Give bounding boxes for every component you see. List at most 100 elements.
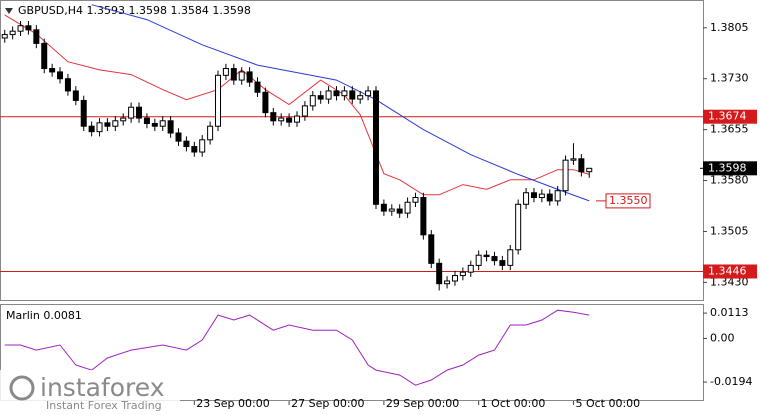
candle-body bbox=[9, 30, 16, 36]
candle-body bbox=[57, 71, 64, 80]
x-tick-label: 29 Sep 00:00 bbox=[386, 397, 459, 410]
indicator-title: Marlin 0.0081 bbox=[6, 309, 82, 322]
candle-body bbox=[459, 271, 466, 277]
candle-body bbox=[262, 91, 269, 114]
logo-tagline: Instant Forex Trading bbox=[46, 399, 162, 412]
candle-body bbox=[404, 201, 411, 214]
candle-body bbox=[88, 125, 95, 133]
candle-body bbox=[372, 90, 379, 205]
x-tick-label: 27 Sep 00:00 bbox=[291, 397, 364, 410]
indicator-line bbox=[4, 309, 590, 386]
candle-body bbox=[222, 68, 229, 76]
logo-name: instaforex bbox=[40, 373, 165, 402]
y-tick-label: 1.3655 bbox=[710, 123, 749, 136]
candle-body bbox=[309, 95, 316, 107]
candle-body bbox=[578, 158, 585, 173]
candle-body bbox=[530, 192, 537, 198]
candle-body bbox=[230, 68, 237, 81]
candle-body bbox=[270, 112, 277, 122]
candle-body bbox=[112, 120, 119, 127]
candle-body bbox=[96, 122, 103, 133]
candle-body bbox=[167, 120, 174, 134]
candle-body bbox=[286, 117, 293, 123]
candle-body bbox=[412, 196, 419, 203]
candle-body bbox=[428, 234, 435, 264]
main-frame bbox=[0, 0, 704, 301]
y-tick-label: 0.00 bbox=[710, 331, 735, 344]
level-label: 1.3446 bbox=[708, 264, 747, 277]
candle-body bbox=[64, 78, 71, 92]
y-tick-label: 1.3580 bbox=[710, 174, 749, 187]
annotation-label: 1.3550 bbox=[609, 194, 648, 207]
candle-body bbox=[570, 158, 577, 161]
candle-body bbox=[562, 159, 569, 192]
price-label-bg bbox=[703, 161, 757, 176]
candle-body bbox=[451, 275, 458, 282]
candle-body bbox=[380, 203, 387, 212]
menu-icon bbox=[5, 8, 13, 14]
candle-body bbox=[151, 123, 158, 127]
y-tick-label: 1.3730 bbox=[710, 72, 749, 85]
candle-body bbox=[191, 146, 198, 153]
candle-body bbox=[396, 208, 403, 214]
price-label: 1.3598 bbox=[708, 161, 747, 174]
candle-body bbox=[515, 203, 522, 251]
candle-body bbox=[444, 280, 451, 285]
candle-body bbox=[1, 34, 8, 39]
candle-body bbox=[246, 71, 253, 83]
candle-body bbox=[120, 117, 127, 122]
logo-icon bbox=[9, 375, 35, 401]
candle-body bbox=[467, 264, 474, 273]
candle-body bbox=[341, 90, 348, 97]
candle-body bbox=[301, 105, 308, 117]
candle-body bbox=[546, 193, 553, 202]
candle-body bbox=[499, 260, 506, 266]
candle-body bbox=[17, 25, 24, 32]
candle-body bbox=[483, 254, 490, 258]
chart-title: GBPUSD,H4 1.3593 1.3598 1.3584 1.3598 bbox=[18, 4, 251, 17]
candle-body bbox=[475, 254, 482, 266]
x-tick-label: 5 Oct 00:00 bbox=[575, 397, 640, 410]
level-label-bg bbox=[703, 264, 757, 279]
candle-body bbox=[183, 140, 190, 148]
y-tick-label: 1.3805 bbox=[710, 21, 749, 34]
candle-body bbox=[128, 106, 135, 119]
y-tick-label: 0.0113 bbox=[710, 306, 749, 319]
candle-body bbox=[278, 117, 285, 122]
level-label-bg bbox=[703, 109, 757, 124]
y-tick-label: 1.3505 bbox=[710, 224, 749, 237]
candle-body bbox=[420, 196, 427, 236]
y-tick-label: -0.0194 bbox=[710, 375, 752, 388]
x-tick-label: 23 Sep 00:00 bbox=[196, 397, 269, 410]
candle-body bbox=[523, 192, 530, 205]
candle-body bbox=[507, 249, 514, 266]
annotation-box bbox=[605, 193, 651, 209]
candle-body bbox=[49, 68, 56, 73]
candle-body bbox=[41, 42, 48, 70]
candle-body bbox=[317, 95, 324, 100]
level-label: 1.3674 bbox=[708, 110, 747, 123]
candle-body bbox=[104, 122, 111, 127]
candle-body bbox=[586, 167, 593, 173]
candle-body bbox=[215, 74, 222, 127]
candle-body bbox=[436, 262, 443, 285]
candle-body bbox=[365, 90, 372, 97]
candle-body bbox=[333, 90, 340, 97]
candle-body bbox=[136, 106, 143, 119]
logo: instaforex Instant Forex Trading bbox=[0, 370, 180, 415]
candle-body bbox=[293, 115, 300, 123]
candle-body bbox=[25, 25, 32, 31]
candle-body bbox=[538, 193, 545, 198]
candle-body bbox=[254, 81, 261, 93]
candle-body bbox=[207, 125, 214, 141]
candle-body bbox=[143, 117, 150, 125]
logo-bg bbox=[0, 370, 180, 415]
candle-body bbox=[349, 90, 356, 100]
x-tick-label: 1 Oct 00:00 bbox=[481, 397, 546, 410]
candle-body bbox=[175, 132, 182, 142]
candle-body bbox=[238, 71, 245, 81]
candle-body bbox=[491, 256, 498, 262]
candle-body bbox=[159, 120, 166, 127]
candle-body bbox=[72, 90, 79, 101]
